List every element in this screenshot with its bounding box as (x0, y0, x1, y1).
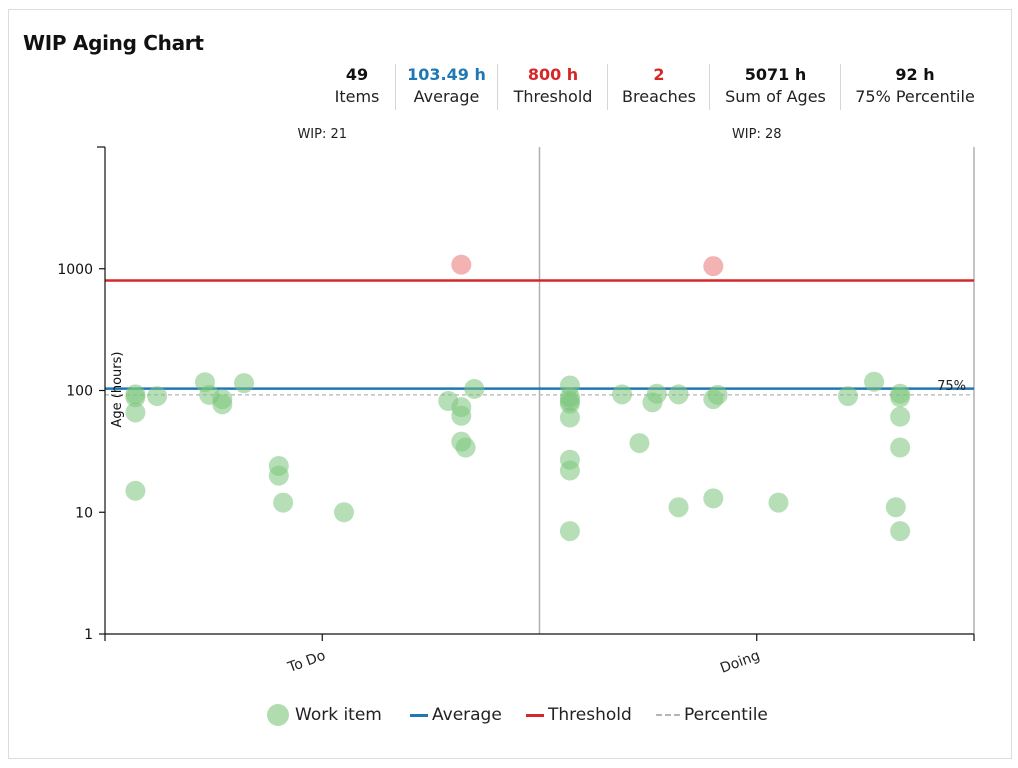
legend-threshold-line-icon (526, 713, 544, 717)
legend-percentile-label: Percentile (684, 705, 768, 725)
stat-percentile-value: 92 h (895, 65, 935, 84)
work-item-point (125, 480, 146, 501)
work-item-point (333, 502, 354, 523)
work-item-points (125, 254, 911, 542)
work-item-point (455, 437, 476, 458)
work-item-point (864, 371, 885, 392)
work-item-point (212, 394, 233, 415)
wip-label-to-do: WIP: 21 (297, 127, 347, 142)
stat-items-value: 49 (345, 65, 369, 84)
x-tick-label-to-do: To Do (285, 648, 328, 677)
legend-work-item-label: Work item (295, 705, 382, 725)
work-item-point (125, 387, 146, 408)
wip-aging-plot: 1 10 100 1000 WIP: 21 WIP: 28 Age (hours) 7… (57, 127, 975, 677)
work-item-point (768, 492, 789, 513)
stat-average: 103.49 h Average (395, 64, 497, 110)
work-item-point (451, 405, 472, 426)
legend-average[interactable]: Average (410, 700, 502, 730)
work-item-point (234, 373, 255, 394)
work-item-point (837, 386, 858, 407)
legend-dot-icon (267, 704, 289, 726)
work-item-point (464, 378, 485, 399)
stat-percentile: 92 h 75% Percentile (840, 64, 989, 110)
plot-frame (538, 147, 975, 634)
work-item-point (629, 433, 650, 454)
work-item-point (559, 460, 580, 481)
percentile-line-label: 75% (937, 379, 966, 394)
work-item-point (890, 437, 911, 458)
work-item-point (885, 497, 906, 518)
stat-percentile-label: 75% Percentile (855, 87, 975, 106)
work-item-point (268, 465, 289, 486)
stat-average-value: 103.49 h (407, 65, 486, 84)
y-tick-label: 1000 (57, 262, 93, 278)
stats-bar: 49 Items 103.49 h Average 800 h Threshol… (318, 64, 988, 110)
chart-title: WIP Aging Chart (23, 31, 204, 55)
stat-sum-value: 5071 h (744, 65, 807, 84)
stat-threshold-label: Threshold (513, 87, 593, 106)
stat-threshold: 800 h Threshold (497, 64, 608, 110)
work-item-point (559, 393, 580, 414)
work-item-point (890, 521, 911, 542)
breach-point (451, 254, 472, 275)
work-item-point (147, 386, 168, 407)
work-item-point (668, 497, 689, 518)
legend-threshold[interactable]: Threshold (526, 700, 632, 730)
stat-threshold-value: 800 h (527, 65, 579, 84)
work-item-point (646, 383, 667, 404)
legend-average-label: Average (432, 705, 502, 725)
work-item-point (890, 387, 911, 408)
work-item-point (125, 402, 146, 423)
wip-label-doing: WIP: 28 (732, 127, 782, 142)
work-item-point (707, 384, 728, 405)
stat-breaches-value: 2 (653, 65, 665, 84)
stat-sum-label: Sum of Ages (725, 87, 826, 106)
axes: 1 10 100 1000 (57, 146, 975, 643)
breach-point (703, 256, 724, 277)
legend-percentile[interactable]: Percentile (656, 700, 768, 730)
stat-sum-of-ages: 5071 h Sum of Ages (709, 64, 841, 110)
work-item-point (559, 521, 580, 542)
y-tick-label: 100 (66, 384, 93, 400)
work-item-point (890, 406, 911, 427)
stat-items: 49 Items (318, 64, 396, 110)
legend-average-line-icon (410, 713, 428, 717)
work-item-point (703, 488, 724, 509)
work-item-point (559, 407, 580, 428)
legend-work-item[interactable]: Work item (267, 700, 382, 730)
stat-items-label: Items (334, 87, 380, 106)
y-tick-label: 10 (75, 505, 93, 521)
y-axis-label: Age (hours) (110, 352, 125, 428)
work-item-point (668, 384, 689, 405)
stat-breaches: 2 Breaches (607, 64, 710, 110)
legend: Work item Average Threshold Percentile (0, 700, 1018, 730)
legend-threshold-label: Threshold (548, 705, 632, 725)
work-item-point (273, 492, 294, 513)
work-item-point (612, 384, 633, 405)
legend-percentile-dash-icon (656, 714, 680, 716)
x-tick-label-doing: Doing (718, 648, 762, 677)
y-tick-label: 1 (84, 627, 93, 643)
stat-breaches-label: Breaches (622, 87, 696, 106)
stat-average-label: Average (413, 87, 480, 106)
